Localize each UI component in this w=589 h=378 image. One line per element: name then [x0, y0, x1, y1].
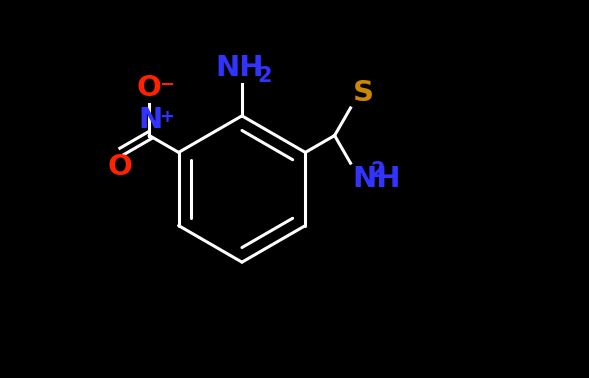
Text: O: O	[107, 153, 133, 181]
Text: +: +	[159, 108, 174, 126]
Text: −: −	[159, 76, 174, 94]
Text: NH: NH	[216, 54, 264, 82]
Text: NH: NH	[352, 165, 401, 193]
Text: 2: 2	[258, 66, 272, 86]
Text: N: N	[138, 106, 163, 134]
Text: S: S	[352, 79, 373, 107]
Text: 2: 2	[370, 161, 385, 181]
Text: O: O	[137, 74, 162, 102]
